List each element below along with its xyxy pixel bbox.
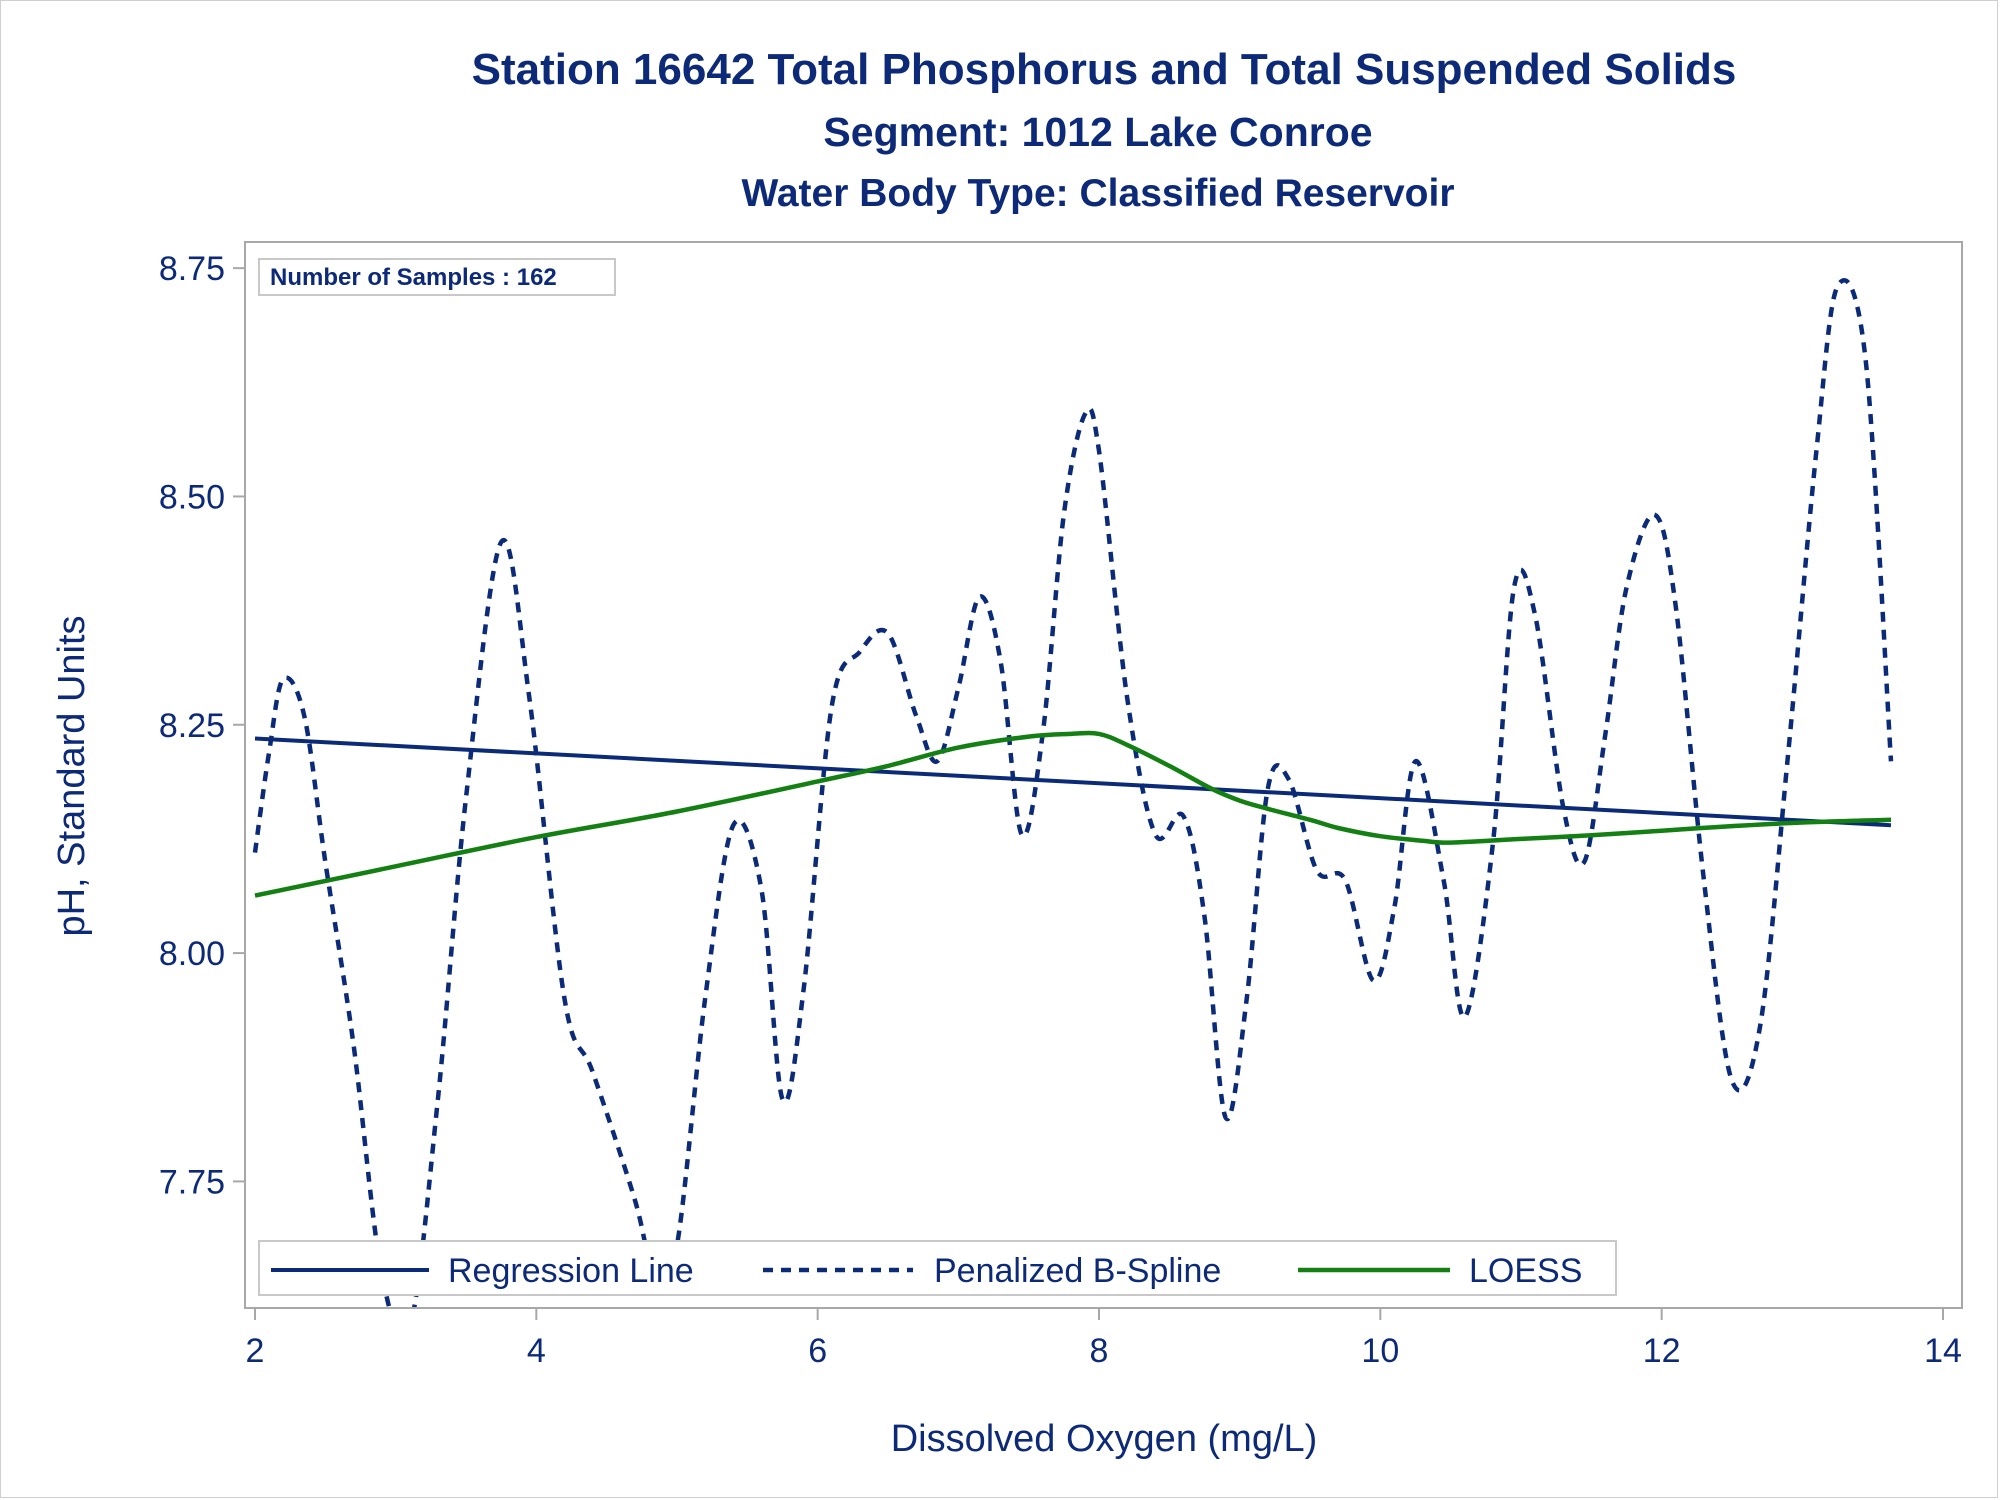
x-tick-label: 12 xyxy=(1643,1332,1681,1370)
legend-label-penalized-b-spline: Penalized B-Spline xyxy=(934,1252,1221,1290)
y-tick-label: 8.50 xyxy=(159,478,225,516)
sample-count-label: Number of Samples : 162 xyxy=(270,264,557,291)
chart-subtitle: Segment: 1012 Lake Conroe xyxy=(823,109,1372,155)
y-tick-label: 7.75 xyxy=(159,1163,225,1201)
x-tick-label: 14 xyxy=(1924,1332,1962,1370)
y-axis: 7.75 8.00 8.25 8.50 8.75 xyxy=(159,250,245,1201)
x-axis: 2 4 6 8 10 12 14 xyxy=(246,1308,1962,1370)
sample-count-box: Number of Samples : 162 xyxy=(258,258,616,296)
chart-title: Station 16642 Total Phosphorus and Total… xyxy=(472,45,1737,94)
loess-line xyxy=(254,730,1892,898)
x-tick-label: 2 xyxy=(246,1332,265,1370)
penalized-b-spline-line xyxy=(252,278,1894,1307)
sample-count-frame xyxy=(258,258,616,296)
x-tick-label: 6 xyxy=(808,1332,827,1370)
x-axis-label: Dissolved Oxygen (mg/L) xyxy=(891,1418,1318,1460)
legend-label-regression: Regression Line xyxy=(448,1252,694,1290)
legend: Regression Line Penalized B-Spline LOESS xyxy=(258,1240,1617,1296)
y-axis-label: pH, Standard Units xyxy=(51,615,93,936)
plot-frame xyxy=(244,241,1963,1309)
legend-label-loess: LOESS xyxy=(1469,1252,1582,1290)
regression-line xyxy=(254,736,1892,828)
chart-subtitle-2: Water Body Type: Classified Reservoir xyxy=(741,172,1454,215)
series-layer xyxy=(252,278,1894,1307)
y-tick-label: 8.00 xyxy=(159,935,225,973)
y-tick-label: 8.75 xyxy=(159,250,225,288)
y-tick-label: 8.25 xyxy=(159,707,225,745)
x-tick-label: 8 xyxy=(1090,1332,1109,1370)
x-tick-label: 4 xyxy=(527,1332,546,1370)
legend-items: Regression Line Penalized B-Spline LOESS xyxy=(271,1252,1582,1290)
x-tick-label: 10 xyxy=(1361,1332,1399,1370)
